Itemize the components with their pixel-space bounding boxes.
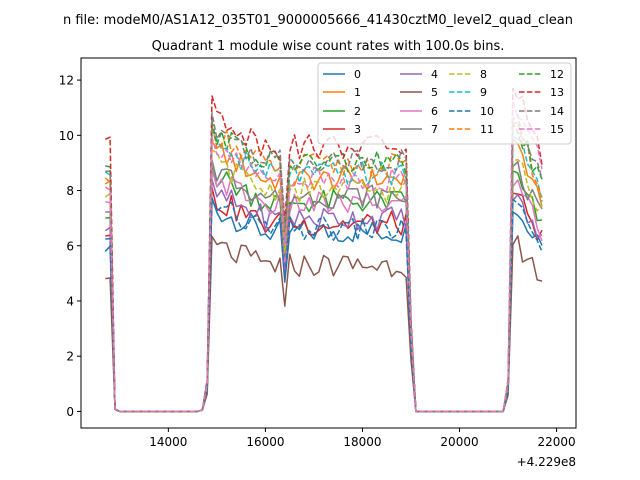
legend-label: 12: [550, 68, 564, 81]
series-line-3: [105, 186, 543, 413]
x-tick-label: 18000: [343, 435, 381, 449]
series-line-5: [105, 235, 543, 413]
legend-item-3: 3: [323, 123, 361, 136]
chart-title: Quadrant 1 module wise count rates with …: [152, 39, 505, 54]
legend-item-10: 10: [449, 105, 494, 118]
legend-box: [317, 62, 572, 145]
series-line-11: [104, 121, 543, 413]
series-line-2: [105, 166, 543, 413]
legend-label: 3: [354, 123, 361, 136]
y-tick-label: 4: [66, 294, 74, 308]
figure-suptitle: n file: modeM0/AS1A12_035T01_9000005666_…: [63, 13, 573, 28]
legend-label: 4: [431, 68, 438, 81]
series-line-12: [105, 120, 543, 413]
y-tick-label: 2: [66, 350, 74, 364]
legend-item-14: 14: [519, 105, 564, 118]
legend-item-6: 6: [400, 105, 438, 118]
legend-item-2: 2: [323, 105, 361, 118]
legend-label: 5: [431, 86, 438, 99]
series-line-10: [105, 197, 543, 413]
legend-item-5: 5: [400, 86, 438, 99]
x-tick-label: 14000: [149, 435, 187, 449]
y-tick-label: 8: [66, 184, 74, 198]
series-line-15: [104, 100, 543, 413]
y-tick-label: 0: [66, 405, 74, 419]
legend-item-1: 1: [323, 86, 361, 99]
y-tick-label: 12: [59, 74, 74, 88]
legend-label: 8: [480, 68, 487, 81]
legend-item-15: 15: [519, 123, 564, 136]
x-tick-label: 20000: [440, 435, 478, 449]
legend-label: 13: [550, 86, 564, 99]
legend-label: 0: [354, 68, 361, 81]
legend-label: 2: [354, 105, 361, 118]
x-tick-label: 16000: [246, 435, 284, 449]
y-tick-label: 6: [66, 239, 74, 253]
y-axis: 0 2 4 6 8 10 12: [59, 74, 81, 419]
y-tick-label: 10: [59, 129, 74, 143]
legend-label: 15: [550, 123, 564, 136]
series-line-8: [104, 149, 543, 413]
plot-area-frame: [80, 57, 577, 429]
legend-item-12: 12: [519, 68, 564, 81]
legend-item-13: 13: [519, 86, 564, 99]
legend-label: 9: [480, 86, 487, 99]
legend-label: 10: [480, 105, 494, 118]
series-line-1: [104, 138, 543, 413]
legend-item-0: 0: [323, 68, 361, 81]
legend-label: 6: [431, 105, 438, 118]
x-axis-offset-label: +4.229e8: [517, 455, 576, 469]
legend-item-4: 4: [400, 68, 438, 81]
legend-label: 1: [354, 86, 361, 99]
x-tick-label: 22000: [537, 435, 575, 449]
legend-item-11: 11: [449, 123, 494, 136]
legend-item-7: 7: [400, 123, 438, 136]
legend-label: 7: [431, 123, 438, 136]
legend-label: 14: [550, 105, 564, 118]
series-line-6: [105, 168, 543, 413]
legend-label: 11: [480, 123, 494, 136]
legend-item-8: 8: [449, 68, 487, 81]
x-axis: 14000 16000 18000 20000 22000: [149, 428, 576, 449]
series-line-4: [104, 178, 543, 413]
series-line-0: [104, 197, 543, 413]
legend-item-9: 9: [449, 86, 487, 99]
series-line-14: [105, 112, 543, 413]
